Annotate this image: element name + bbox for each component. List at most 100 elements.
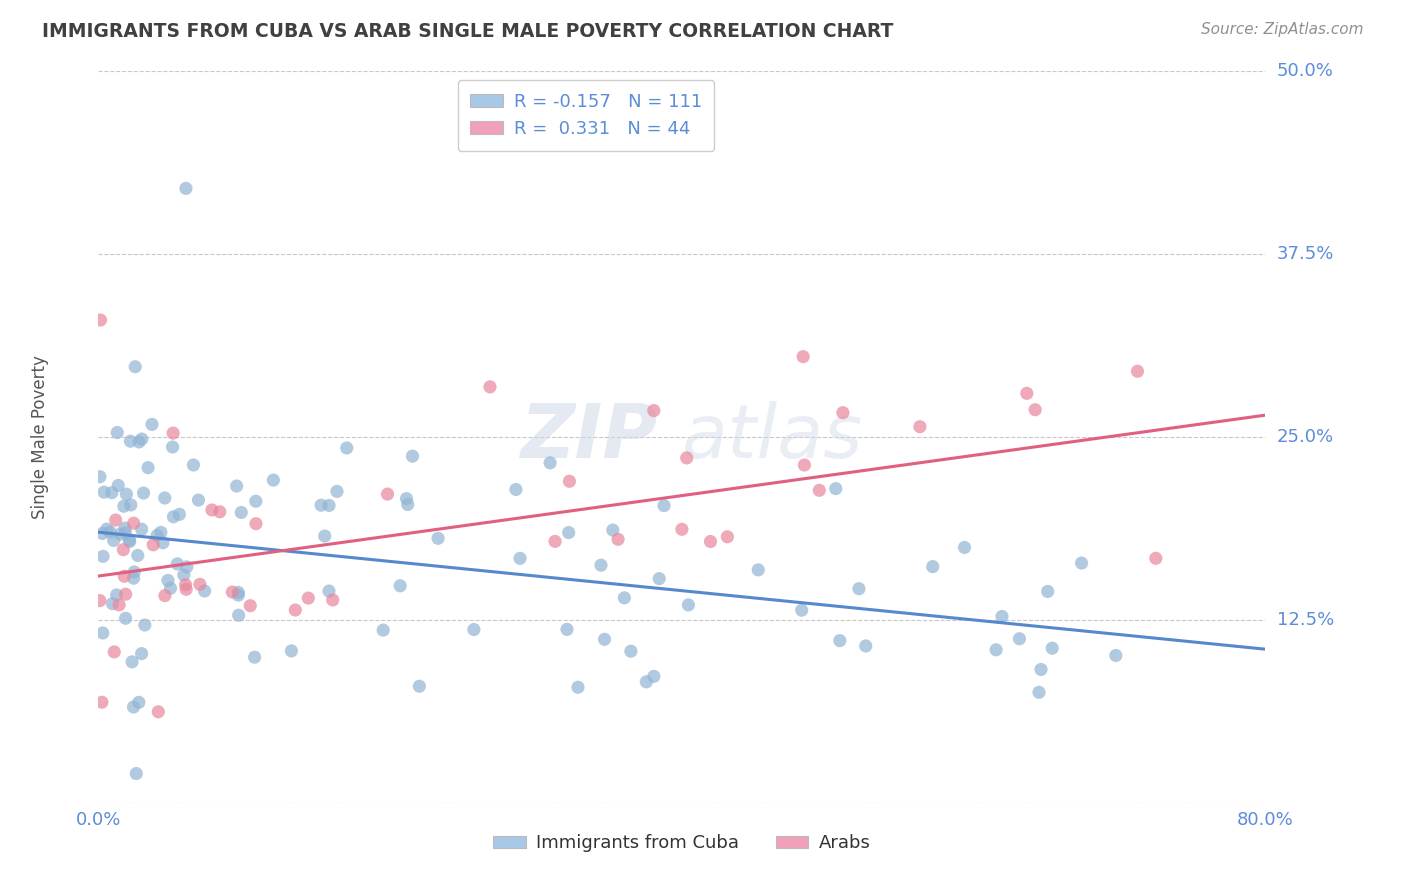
Point bbox=[1024, 402, 1046, 417]
Point bbox=[98, 524, 121, 539]
Point bbox=[389, 579, 412, 593]
Text: 12.5%: 12.5% bbox=[1277, 611, 1334, 629]
Point bbox=[153, 491, 176, 505]
Point bbox=[231, 505, 253, 519]
Point bbox=[225, 479, 247, 493]
Point bbox=[128, 695, 150, 709]
Point bbox=[112, 542, 135, 557]
Text: ZIP: ZIP bbox=[522, 401, 658, 474]
Point bbox=[678, 598, 700, 612]
Point bbox=[226, 585, 249, 599]
Text: Single Male Poverty: Single Male Poverty bbox=[31, 355, 49, 519]
Point bbox=[643, 669, 665, 683]
Point bbox=[396, 498, 419, 512]
Point bbox=[790, 603, 813, 617]
Point bbox=[589, 558, 612, 573]
Point bbox=[105, 425, 128, 440]
Point bbox=[538, 456, 561, 470]
Point bbox=[326, 484, 349, 499]
Point bbox=[91, 549, 114, 564]
Text: atlas: atlas bbox=[682, 401, 863, 473]
Point bbox=[136, 460, 159, 475]
Point bbox=[652, 499, 675, 513]
Legend: Immigrants from Cuba, Arabs: Immigrants from Cuba, Arabs bbox=[486, 827, 877, 860]
Point bbox=[162, 509, 184, 524]
Point bbox=[201, 503, 224, 517]
Point bbox=[96, 522, 118, 536]
Point bbox=[636, 674, 658, 689]
Point bbox=[174, 181, 197, 195]
Point bbox=[824, 482, 846, 496]
Point bbox=[648, 572, 671, 586]
Point bbox=[557, 525, 579, 540]
Point bbox=[318, 499, 340, 513]
Point bbox=[122, 700, 145, 714]
Point bbox=[159, 581, 181, 595]
Point bbox=[110, 527, 132, 541]
Point bbox=[112, 500, 135, 514]
Point bbox=[792, 350, 814, 364]
Point bbox=[114, 525, 136, 540]
Point bbox=[166, 557, 188, 571]
Point bbox=[395, 491, 418, 506]
Point bbox=[118, 533, 141, 547]
Point bbox=[921, 559, 943, 574]
Point bbox=[89, 469, 111, 483]
Point bbox=[1028, 685, 1050, 699]
Point bbox=[314, 529, 336, 543]
Point bbox=[103, 533, 125, 548]
Point bbox=[93, 485, 115, 500]
Point bbox=[245, 516, 267, 531]
Point bbox=[107, 478, 129, 492]
Text: 37.5%: 37.5% bbox=[1277, 245, 1334, 263]
Point bbox=[188, 577, 211, 591]
Point bbox=[228, 608, 250, 623]
Point bbox=[132, 486, 155, 500]
Point bbox=[183, 458, 205, 472]
Point bbox=[89, 593, 111, 607]
Point bbox=[108, 598, 131, 612]
Point bbox=[131, 432, 153, 446]
Text: Source: ZipAtlas.com: Source: ZipAtlas.com bbox=[1201, 22, 1364, 37]
Point bbox=[555, 623, 578, 637]
Point bbox=[124, 565, 146, 579]
Point bbox=[149, 525, 172, 540]
Point bbox=[243, 650, 266, 665]
Point bbox=[427, 531, 450, 545]
Point bbox=[169, 508, 191, 522]
Point bbox=[245, 494, 267, 508]
Point bbox=[105, 588, 128, 602]
Point bbox=[112, 569, 135, 583]
Point bbox=[297, 591, 319, 606]
Point bbox=[162, 440, 184, 454]
Point bbox=[127, 549, 149, 563]
Point bbox=[848, 582, 870, 596]
Point bbox=[91, 526, 114, 541]
Point bbox=[153, 589, 176, 603]
Point bbox=[1070, 556, 1092, 570]
Point bbox=[1144, 551, 1167, 566]
Point bbox=[239, 599, 262, 613]
Point bbox=[699, 534, 721, 549]
Text: IMMIGRANTS FROM CUBA VS ARAB SINGLE MALE POVERTY CORRELATION CHART: IMMIGRANTS FROM CUBA VS ARAB SINGLE MALE… bbox=[42, 22, 894, 41]
Point bbox=[118, 534, 141, 549]
Point bbox=[124, 359, 146, 374]
Point bbox=[125, 766, 148, 780]
Point bbox=[336, 441, 359, 455]
Point bbox=[280, 644, 302, 658]
Point bbox=[89, 313, 111, 327]
Point bbox=[101, 597, 124, 611]
Point bbox=[131, 647, 153, 661]
Point bbox=[1015, 386, 1038, 401]
Point bbox=[156, 574, 179, 588]
Point bbox=[808, 483, 831, 498]
Point bbox=[103, 645, 125, 659]
Point bbox=[173, 568, 195, 582]
Point bbox=[122, 571, 145, 585]
Point bbox=[558, 475, 581, 489]
Point bbox=[131, 522, 153, 536]
Point bbox=[544, 534, 567, 549]
Point bbox=[1036, 584, 1059, 599]
Point bbox=[262, 473, 284, 487]
Point bbox=[671, 522, 693, 536]
